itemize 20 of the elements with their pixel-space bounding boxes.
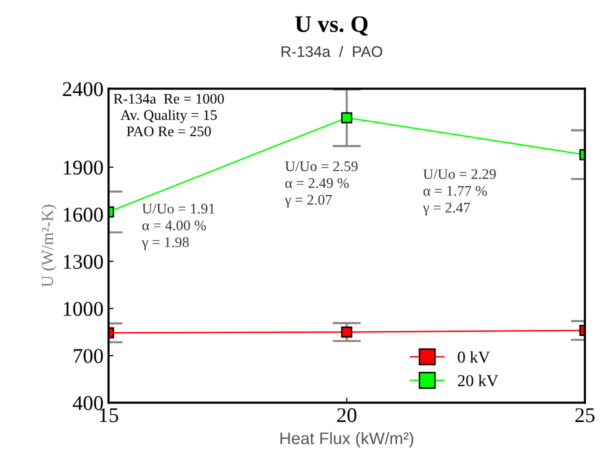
y-tick-label: 1300 [64,254,103,269]
chart-subtitle: R-134a / PAO [282,46,382,58]
legend-label: 0 kV [458,351,490,363]
x-axis-title: Heat Flux (kW/m²) [280,432,414,448]
y-tick-label: 1900 [64,160,103,175]
chart-title: U vs. Q [295,16,368,36]
y-tick-label: 700 [74,348,103,364]
legend-label: 20 kV [458,374,498,386]
annotation: U/Uo = 2.29 α = 1.77 % γ = 2.47 [422,169,496,216]
y-tick-label: 2400 [62,82,103,96]
y-tick-label: 400 [72,396,103,410]
y-axis-title: U (W/m²-K) [41,204,56,287]
x-tick-label: 20 [337,408,356,422]
x-tick-label: 15 [100,408,118,422]
x-tick-label: 25 [575,408,595,422]
annotation: U/Uo = 1.91 α = 4.00 % γ = 1.98 [142,204,214,250]
y-tick-label: 1600 [64,208,103,222]
annotation: R-134a Re = 1000 Av. Quality = 15 PAO Re = 250 [114,94,224,136]
y-tick-label: 1000 [64,302,103,316]
annotation: U/Uo = 2.59 α = 2.49 % γ = 2.07 [284,161,358,208]
